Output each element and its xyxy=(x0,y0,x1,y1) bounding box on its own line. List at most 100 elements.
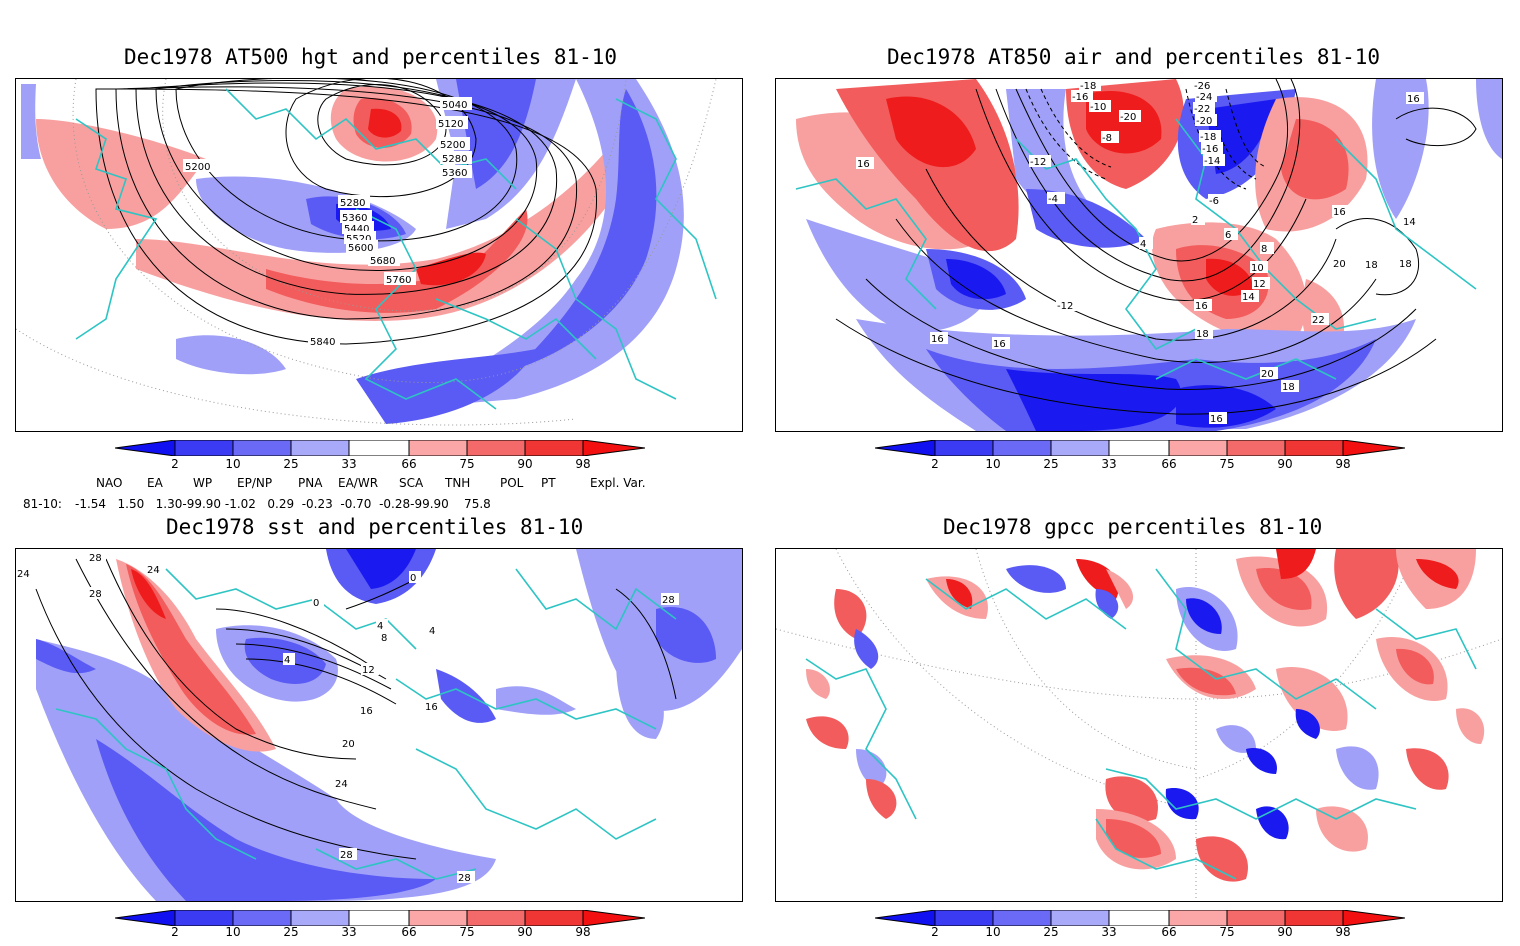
contour-label: 18 xyxy=(1282,382,1295,393)
colorbar-tick: 75 xyxy=(459,457,475,471)
contour-label: 16 xyxy=(993,339,1006,350)
contour-label: 24 xyxy=(17,569,30,580)
contour-label: 14 xyxy=(1403,217,1416,228)
colorbar-tick: 75 xyxy=(1219,925,1235,939)
colorbar-tick: 90 xyxy=(1277,925,1293,939)
colorbar-tick: 90 xyxy=(517,457,533,471)
contour-label: 28 xyxy=(662,595,675,606)
colorbar-tick: 66 xyxy=(401,925,417,939)
contour-label: -18 xyxy=(1200,132,1216,143)
contour-label: 12 xyxy=(362,665,375,676)
contour-label: -18 xyxy=(1080,81,1096,92)
colorbar-tick: 25 xyxy=(283,457,299,471)
contour-label: 28 xyxy=(89,589,102,600)
contour-label: -14 xyxy=(1204,156,1220,167)
contour-label: 18 xyxy=(1399,259,1412,270)
colorbar-panel-4: 2 10 25 33 66 75 90 98 xyxy=(874,909,1406,946)
contour-label: 28 xyxy=(458,873,471,884)
contour-label: 5360 xyxy=(442,168,467,179)
index-header-wp: WP xyxy=(193,476,213,490)
contour-label: 5120 xyxy=(438,119,463,130)
contour-label: -12 xyxy=(1030,157,1046,168)
index-header-epnp: EP/NP xyxy=(237,476,273,490)
contour-label: 16 xyxy=(857,159,870,170)
index-header-pt: PT xyxy=(541,476,556,490)
contour-label: 12 xyxy=(1253,279,1266,290)
contour-label: 20 xyxy=(342,739,355,750)
contour-label: 5280 xyxy=(340,198,365,209)
contour-label: 10 xyxy=(1251,263,1264,274)
contour-label: 5200 xyxy=(185,162,210,173)
contour-label: 0 xyxy=(410,573,416,584)
contour-label: 20 xyxy=(1261,369,1274,380)
contour-label: 16 xyxy=(425,702,438,713)
colorbar-tick: 33 xyxy=(1101,925,1117,939)
colorbar-tick: 98 xyxy=(575,925,591,939)
contour-label: 24 xyxy=(335,779,348,790)
contour-label: 4 xyxy=(1140,239,1146,250)
index-header-sca: SCA xyxy=(399,476,424,490)
index-header-pna: PNA xyxy=(298,476,323,490)
colorbar-panel-2: 2 10 25 33 66 75 90 98 xyxy=(874,439,1406,476)
colorbar-tick: 66 xyxy=(1161,457,1177,471)
index-header-tnh: TNH xyxy=(445,476,471,490)
contour-label: 5840 xyxy=(310,337,335,348)
index-header-pol: POL xyxy=(500,476,524,490)
index-row-values: -1.54 1.50 1.30-99.90 -1.02 0.29 -0.23 -… xyxy=(75,497,491,511)
colorbar-tick: 98 xyxy=(575,457,591,471)
colorbar-tick: 33 xyxy=(341,925,357,939)
colorbar-tick: 2 xyxy=(931,925,939,939)
contour-label: 18 xyxy=(1365,260,1378,271)
index-header-explvar: Expl. Var. xyxy=(590,476,646,490)
contour-label: 8 xyxy=(1261,244,1267,255)
contour-label: -8 xyxy=(1102,133,1112,144)
contour-label: 5200 xyxy=(440,140,465,151)
colorbar-panel-1: 2 10 25 33 66 75 90 98 xyxy=(114,439,646,476)
contour-label: 28 xyxy=(340,850,353,861)
contour-label: -22 xyxy=(1194,104,1210,115)
panel-3-title: Dec1978 sst and percentiles 81-10 xyxy=(166,515,584,539)
colorbar-tick: 10 xyxy=(225,925,241,939)
colorbar-tick: 2 xyxy=(931,457,939,471)
contour-label: 24 xyxy=(147,565,160,576)
colorbar-tick: 10 xyxy=(985,457,1001,471)
contour-label: 28 xyxy=(89,553,102,564)
panel-2-title: Dec1978 AT850 air and percentiles 81-10 xyxy=(887,45,1381,69)
index-header-eawr: EA/WR xyxy=(338,476,379,490)
colorbar-tick: 90 xyxy=(517,925,533,939)
contour-label: 22 xyxy=(1312,315,1325,326)
colorbar-tick: 2 xyxy=(171,457,179,471)
colorbar-tick: 33 xyxy=(1101,457,1117,471)
contour-label: 0 xyxy=(313,598,319,609)
contour-label: 14 xyxy=(1242,292,1255,303)
contour-label: 16 xyxy=(1407,94,1420,105)
colorbar-tick: 98 xyxy=(1335,925,1351,939)
contour-label: 16 xyxy=(1210,414,1223,425)
colorbar-tick: 66 xyxy=(1161,925,1177,939)
colorbar-tick: 25 xyxy=(1043,925,1059,939)
index-row-label: 81-10: xyxy=(23,497,62,511)
contour-label: -6 xyxy=(1209,196,1219,207)
contour-label: 4 xyxy=(284,655,290,666)
contour-label: 16 xyxy=(360,706,373,717)
map-panel-air850: -18 -16 -10 -20 -26 -24 -22 -20 -18 -16 … xyxy=(775,78,1503,432)
colorbar-tick: 2 xyxy=(171,925,179,939)
contour-label: 16 xyxy=(1333,207,1346,218)
contour-label: -10 xyxy=(1090,102,1106,113)
contour-label: -16 xyxy=(1202,144,1218,155)
colorbar-tick: 75 xyxy=(459,925,475,939)
colorbar-tick: 66 xyxy=(401,457,417,471)
contour-label: 5680 xyxy=(370,256,395,267)
contour-label: 18 xyxy=(1196,329,1209,340)
contour-label: -20 xyxy=(1120,112,1136,123)
contour-label: 5360 xyxy=(342,213,367,224)
colorbar-tick: 33 xyxy=(341,457,357,471)
contour-label: 4 xyxy=(429,626,435,637)
contour-label: -26 xyxy=(1194,81,1210,92)
map-panel-hgt500: 5040 5120 5200 5280 5360 5200 5280 5360 … xyxy=(15,78,743,432)
contour-label: 5520 xyxy=(346,234,371,245)
index-header-ea: EA xyxy=(147,476,163,490)
colorbar-tick: 25 xyxy=(283,925,299,939)
index-header-nao: NAO xyxy=(96,476,123,490)
contour-label: 16 xyxy=(931,334,944,345)
